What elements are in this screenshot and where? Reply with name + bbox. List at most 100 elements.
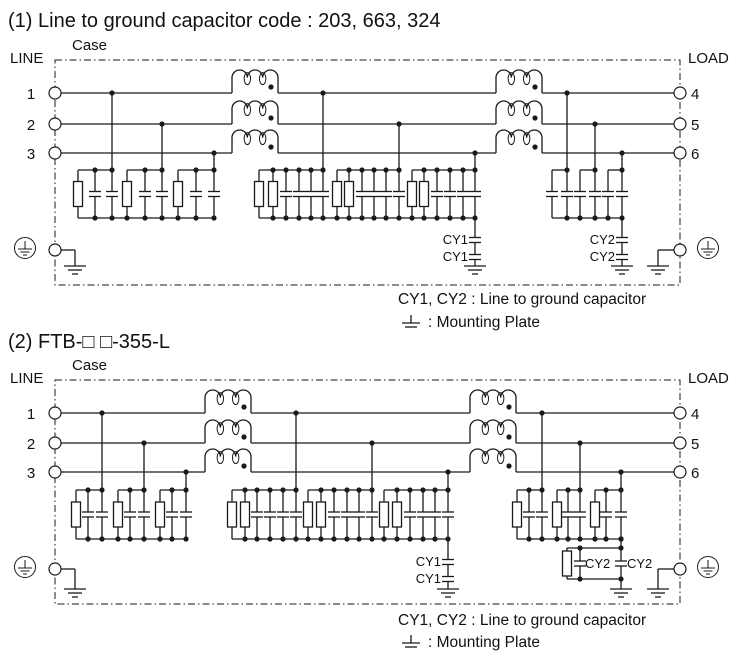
choke-loop bbox=[258, 72, 267, 86]
junction-dot bbox=[183, 536, 189, 542]
line-terminal-2[interactable] bbox=[48, 117, 62, 131]
resistor bbox=[154, 501, 166, 528]
junction-dot bbox=[92, 167, 98, 173]
common-mode-choke-icon bbox=[495, 100, 543, 124]
diagrams-1-load-label: LOAD bbox=[688, 370, 729, 387]
junction-dot bbox=[447, 167, 453, 173]
diagrams-0-line-terminals-2: 3 bbox=[27, 146, 35, 163]
filter-network bbox=[574, 121, 601, 218]
ground-icon bbox=[64, 588, 86, 598]
junction-dot bbox=[344, 487, 350, 493]
choke-loop bbox=[496, 451, 505, 465]
junction-dot bbox=[308, 167, 314, 173]
diagrams-0-load-terminals-2: 6 bbox=[691, 146, 699, 163]
junction-dot bbox=[460, 215, 466, 221]
choke-loop bbox=[481, 451, 490, 465]
load-terminal-6[interactable] bbox=[673, 146, 687, 160]
line-terminal-2[interactable] bbox=[48, 436, 62, 450]
choke-loop bbox=[522, 103, 531, 117]
choke-winding bbox=[469, 389, 517, 413]
junction-dot bbox=[420, 487, 426, 493]
line-terminal-3[interactable] bbox=[48, 465, 62, 479]
junction-dot bbox=[320, 215, 326, 221]
filter-network bbox=[589, 469, 627, 539]
choke-loop bbox=[216, 392, 225, 406]
line-terminal-1[interactable] bbox=[48, 86, 62, 100]
junction-dot bbox=[268, 84, 274, 90]
junction-dot bbox=[369, 440, 375, 446]
resistor bbox=[406, 180, 418, 208]
junction-dot bbox=[434, 215, 440, 221]
junction-dot bbox=[211, 215, 217, 221]
junction-dot bbox=[577, 545, 583, 551]
junction-dot bbox=[532, 84, 538, 90]
choke-winding bbox=[231, 69, 279, 93]
choke-loop bbox=[243, 72, 252, 86]
junction-dot bbox=[242, 487, 248, 493]
junction-dot bbox=[356, 487, 362, 493]
ground-icon bbox=[64, 265, 86, 275]
choke-loop bbox=[258, 103, 267, 117]
ground-terminal-load[interactable] bbox=[673, 243, 687, 257]
common-mode-choke-icon bbox=[204, 419, 252, 443]
resistor bbox=[239, 501, 251, 528]
filter-network bbox=[511, 410, 548, 539]
junction-dot bbox=[371, 215, 377, 221]
diagrams-0-line-terminals-0: 1 bbox=[27, 86, 35, 103]
circled-ground-icon bbox=[14, 556, 36, 578]
load-terminal-5[interactable] bbox=[673, 117, 687, 131]
load-terminal-6[interactable] bbox=[673, 465, 687, 479]
common-mode-choke-icon bbox=[469, 389, 517, 413]
choke-loop bbox=[522, 72, 531, 86]
load-terminal-4[interactable] bbox=[673, 406, 687, 420]
ground-icon bbox=[647, 588, 669, 598]
ground-terminal-line[interactable] bbox=[48, 243, 62, 257]
load-terminal-4[interactable] bbox=[673, 86, 687, 100]
resistor bbox=[72, 180, 84, 208]
junction-dot bbox=[407, 487, 413, 493]
junction-dot bbox=[308, 215, 314, 221]
junction-dot bbox=[270, 215, 276, 221]
junction-dot bbox=[124, 215, 130, 221]
junction-dot bbox=[344, 536, 350, 542]
choke-winding bbox=[204, 419, 252, 443]
line-terminal-3[interactable] bbox=[48, 146, 62, 160]
resistor bbox=[302, 501, 314, 528]
choke-winding bbox=[231, 129, 279, 153]
junction-dot bbox=[183, 469, 189, 475]
choke-loop bbox=[231, 422, 240, 436]
ground-terminal-load[interactable] bbox=[673, 562, 687, 576]
junction-dot bbox=[346, 215, 352, 221]
choke-loop bbox=[216, 451, 225, 465]
choke-loop bbox=[243, 103, 252, 117]
load-terminal-5[interactable] bbox=[673, 436, 687, 450]
resistor bbox=[112, 501, 124, 528]
junction-dot bbox=[346, 167, 352, 173]
junction-dot bbox=[305, 536, 311, 542]
junction-dot bbox=[564, 90, 570, 96]
diagrams-1-line-terminals-1: 2 bbox=[27, 436, 35, 453]
resistor bbox=[121, 180, 133, 208]
filter-network bbox=[154, 469, 192, 539]
ground-terminal-line[interactable] bbox=[48, 562, 62, 576]
common-mode-choke-icon bbox=[231, 129, 279, 153]
junction-dot bbox=[526, 536, 532, 542]
resistor bbox=[267, 180, 279, 208]
junction-dot bbox=[506, 434, 512, 440]
junction-dot bbox=[241, 434, 247, 440]
junction-dot bbox=[554, 536, 560, 542]
junction-dot bbox=[447, 215, 453, 221]
junction-dot bbox=[394, 536, 400, 542]
choke-loop bbox=[258, 132, 267, 146]
junction-dot bbox=[159, 121, 165, 127]
junction-dot bbox=[619, 150, 625, 156]
resistor bbox=[315, 501, 327, 528]
junction-dot bbox=[472, 150, 478, 156]
line-terminal-1[interactable] bbox=[48, 406, 62, 420]
choke-loop bbox=[507, 103, 516, 117]
junction-dot bbox=[211, 150, 217, 156]
junction-dot bbox=[434, 167, 440, 173]
